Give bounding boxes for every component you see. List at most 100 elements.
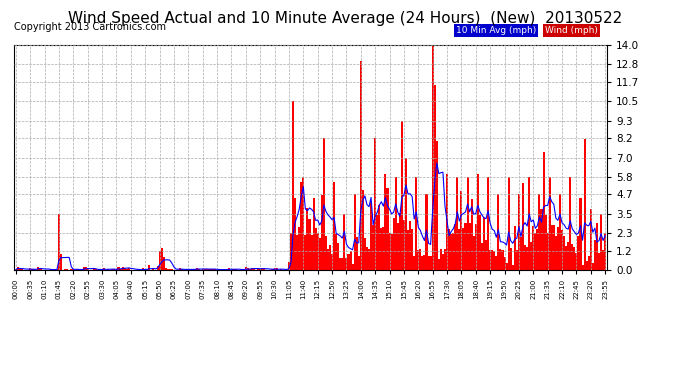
Bar: [335, 234, 337, 270]
Bar: [477, 174, 479, 270]
Bar: [179, 268, 181, 270]
Bar: [302, 177, 304, 270]
Bar: [212, 269, 214, 270]
Bar: [353, 195, 355, 270]
Bar: [262, 268, 264, 270]
Bar: [317, 232, 319, 270]
Bar: [555, 236, 557, 270]
Bar: [411, 229, 413, 270]
Bar: [514, 226, 516, 270]
Bar: [450, 234, 452, 270]
Bar: [72, 269, 75, 270]
Bar: [471, 199, 473, 270]
Bar: [333, 182, 335, 270]
Bar: [19, 269, 21, 270]
Bar: [399, 213, 401, 270]
Bar: [454, 224, 456, 270]
Bar: [346, 258, 348, 270]
Bar: [159, 251, 161, 270]
Bar: [512, 265, 514, 270]
Bar: [368, 249, 370, 270]
Text: 10 Min Avg (mph): 10 Min Avg (mph): [456, 26, 536, 35]
Bar: [504, 258, 506, 270]
Bar: [226, 269, 228, 270]
Bar: [522, 183, 524, 270]
Bar: [549, 177, 551, 270]
Bar: [235, 268, 237, 270]
Bar: [580, 198, 582, 270]
Bar: [565, 246, 567, 270]
Bar: [536, 229, 538, 270]
Text: Wind Speed Actual and 10 Minute Average (24 Hours)  (New)  20130522: Wind Speed Actual and 10 Minute Average …: [68, 11, 622, 26]
Bar: [602, 250, 604, 270]
Bar: [575, 253, 578, 270]
Bar: [571, 243, 573, 270]
Bar: [310, 235, 313, 270]
Bar: [222, 269, 224, 270]
Bar: [292, 101, 294, 270]
Bar: [157, 266, 159, 270]
Bar: [208, 268, 210, 270]
Bar: [592, 263, 594, 270]
Bar: [434, 85, 436, 270]
Bar: [298, 227, 300, 270]
Bar: [331, 254, 333, 270]
Bar: [569, 177, 571, 270]
Bar: [448, 229, 450, 270]
Bar: [56, 269, 58, 270]
Bar: [329, 246, 331, 270]
Bar: [584, 139, 586, 270]
Bar: [142, 268, 144, 270]
Bar: [306, 208, 308, 270]
Bar: [473, 236, 475, 270]
Bar: [573, 247, 575, 270]
Bar: [206, 269, 208, 270]
Bar: [422, 256, 424, 270]
Bar: [386, 188, 388, 270]
Bar: [163, 257, 165, 270]
Bar: [103, 268, 105, 270]
Bar: [247, 268, 249, 270]
Bar: [590, 209, 592, 270]
Bar: [58, 214, 60, 270]
Bar: [357, 256, 359, 270]
Bar: [273, 268, 275, 270]
Bar: [567, 242, 569, 270]
Bar: [171, 268, 173, 270]
Bar: [452, 233, 454, 270]
Bar: [557, 227, 559, 270]
Bar: [403, 220, 405, 270]
Bar: [546, 232, 549, 270]
Bar: [124, 268, 126, 270]
Bar: [391, 234, 393, 270]
Bar: [491, 250, 493, 270]
Bar: [342, 258, 344, 270]
Bar: [464, 223, 466, 270]
Bar: [551, 225, 553, 270]
Bar: [415, 177, 417, 270]
Bar: [524, 245, 526, 270]
Bar: [444, 249, 446, 270]
Bar: [245, 267, 247, 270]
Bar: [382, 227, 384, 270]
Bar: [323, 138, 325, 270]
Bar: [99, 269, 101, 270]
Bar: [210, 269, 212, 270]
Bar: [249, 269, 251, 270]
Bar: [532, 226, 534, 270]
Bar: [257, 268, 259, 270]
Bar: [393, 218, 395, 270]
Bar: [31, 269, 33, 270]
Bar: [376, 214, 378, 270]
Bar: [500, 249, 502, 270]
Bar: [388, 234, 391, 270]
Bar: [87, 268, 89, 270]
Bar: [384, 174, 386, 270]
Bar: [352, 264, 353, 270]
Bar: [366, 247, 368, 270]
Bar: [204, 268, 206, 270]
Bar: [348, 254, 350, 270]
Bar: [355, 237, 357, 270]
Bar: [167, 269, 169, 270]
Bar: [530, 242, 532, 270]
